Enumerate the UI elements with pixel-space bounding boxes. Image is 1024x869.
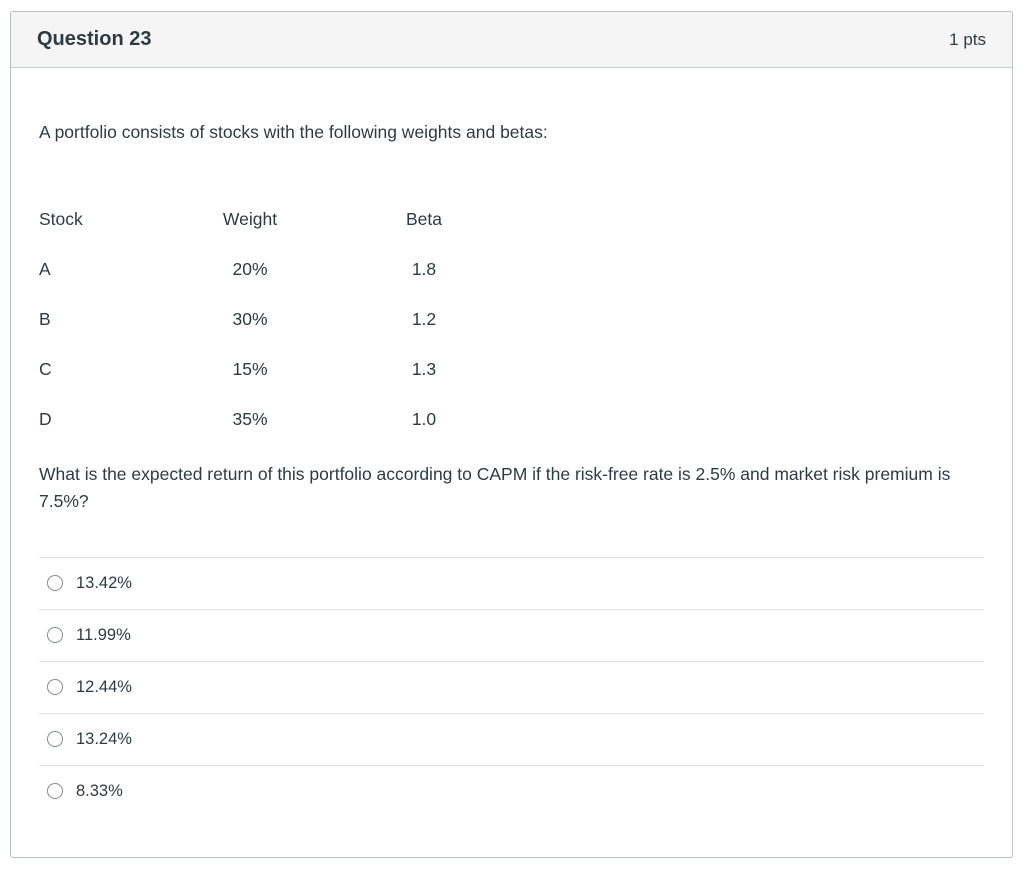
answer-label: 13.42%: [76, 573, 132, 592]
answer-option[interactable]: 13.42%: [39, 556, 984, 609]
table-cell-weight: 35%: [232, 409, 268, 429]
question-header: Question 23 1 pts: [11, 12, 1012, 68]
table-cell-beta: 1.3: [411, 359, 437, 379]
table-cell-weight: 15%: [232, 359, 268, 379]
table-cell-beta: 1.2: [411, 309, 437, 329]
radio-button[interactable]: [47, 679, 63, 696]
answer-label: 12.44%: [76, 677, 132, 696]
table-cell-beta: 1.0: [411, 409, 437, 429]
table-header-stock: Stock: [39, 209, 83, 229]
table-cell-stock: B: [39, 309, 51, 329]
question-intro: A portfolio consists of stocks with the …: [39, 122, 548, 142]
answer-option[interactable]: 13.24%: [39, 712, 984, 765]
question-prompt: What is the expected return of this port…: [39, 463, 951, 511]
question-body: A portfolio consists of stocks with the …: [11, 68, 1012, 857]
table-cell-stock: C: [39, 359, 52, 379]
answer-label: 13.24%: [76, 729, 132, 748]
table-row: B 30% 1.2: [39, 295, 504, 345]
radio-button[interactable]: [47, 627, 63, 644]
table-row: D 35% 1.0: [39, 395, 504, 445]
answer-option[interactable]: 11.99%: [39, 608, 984, 661]
table-row: C 15% 1.3: [39, 345, 504, 395]
table-cell-weight: 30%: [232, 309, 268, 329]
table-header-beta: Beta: [406, 209, 442, 229]
radio-button[interactable]: [47, 783, 63, 800]
table-cell-stock: A: [39, 259, 51, 279]
table-row: A 20% 1.8: [39, 245, 504, 295]
radio-button[interactable]: [47, 731, 63, 748]
answer-options: 13.42% 11.99% 12.44% 13.24% 8.33%: [39, 556, 984, 817]
question-title: Question 23: [37, 28, 152, 50]
stock-table: Stock Weight Beta A 20% 1.8 B 30% 1.2 C: [39, 195, 504, 445]
table-cell-beta: 1.8: [411, 259, 437, 279]
table-cell-weight: 20%: [232, 259, 268, 279]
table-header-weight: Weight: [222, 209, 278, 229]
answer-option[interactable]: 12.44%: [39, 660, 984, 713]
answer-label: 8.33%: [76, 781, 123, 800]
question-points-badge: 1 pts: [949, 29, 986, 49]
answer-option[interactable]: 8.33%: [39, 764, 984, 817]
question-card: Question 23 1 pts A portfolio consists o…: [10, 11, 1013, 858]
answer-label: 11.99%: [76, 625, 131, 644]
table-header-row: Stock Weight Beta: [39, 195, 504, 245]
table-cell-stock: D: [39, 409, 52, 429]
radio-button[interactable]: [47, 575, 63, 592]
